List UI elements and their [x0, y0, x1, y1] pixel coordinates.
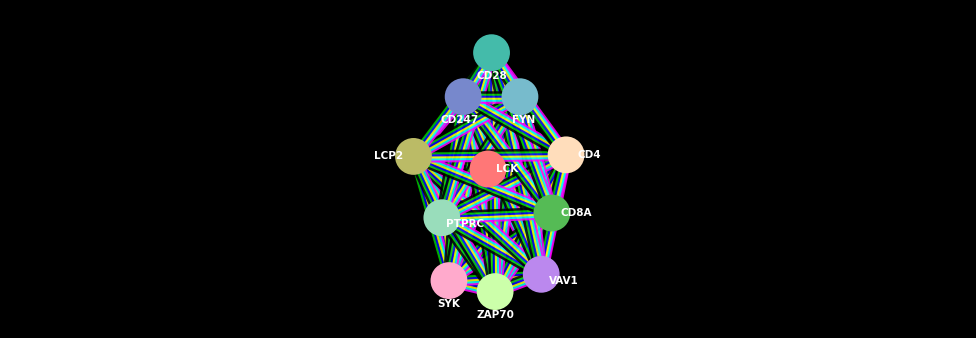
- Circle shape: [470, 151, 506, 187]
- Text: FYN: FYN: [511, 115, 535, 125]
- Circle shape: [524, 257, 559, 292]
- Circle shape: [503, 79, 538, 114]
- Circle shape: [431, 263, 467, 298]
- Circle shape: [534, 195, 569, 231]
- Text: CD28: CD28: [476, 71, 507, 81]
- Circle shape: [396, 139, 431, 174]
- Circle shape: [477, 274, 512, 309]
- Circle shape: [474, 35, 509, 70]
- Text: CD8A: CD8A: [561, 208, 592, 218]
- Circle shape: [549, 137, 584, 172]
- Text: LCK: LCK: [497, 164, 518, 174]
- Text: ZAP70: ZAP70: [476, 310, 514, 320]
- Text: PTPRC: PTPRC: [446, 219, 484, 229]
- Text: VAV1: VAV1: [549, 275, 579, 286]
- Text: CD247: CD247: [440, 115, 479, 125]
- Text: SYK: SYK: [437, 299, 461, 309]
- Text: LCP2: LCP2: [374, 151, 403, 162]
- Circle shape: [425, 200, 460, 235]
- Circle shape: [446, 79, 481, 114]
- Text: CD4: CD4: [578, 150, 601, 160]
